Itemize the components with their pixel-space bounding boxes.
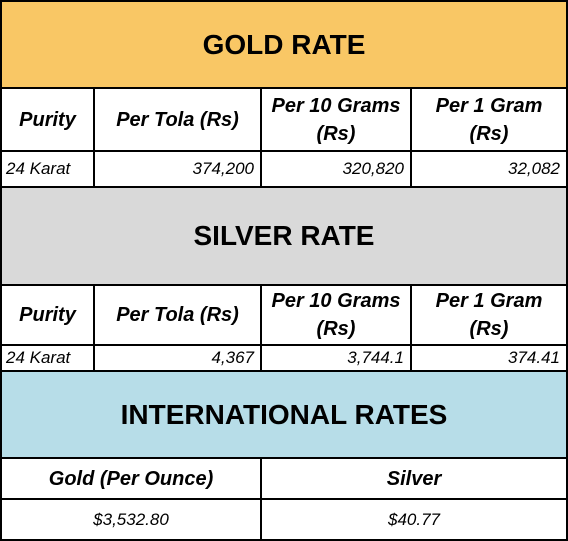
international-title: INTERNATIONAL RATES <box>0 370 568 459</box>
silver-title: SILVER RATE <box>0 186 568 286</box>
header-cell: Per Tola (Rs) <box>93 284 262 346</box>
data-cell: $3,532.80 <box>0 498 262 541</box>
gold-title: GOLD RATE <box>0 0 568 89</box>
data-cell: 374.41 <box>410 344 568 372</box>
header-cell: Per 1 Gram (Rs) <box>410 284 568 346</box>
data-cell: 24 Karat <box>0 150 95 188</box>
data-cell: 4,367 <box>93 344 262 372</box>
header-cell: Per Tola (Rs) <box>93 87 262 152</box>
data-cell: 3,744.1 <box>260 344 412 372</box>
header-cell: Per 10 Grams (Rs) <box>260 87 412 152</box>
data-cell: $40.77 <box>260 498 568 541</box>
data-cell: 24 Karat <box>0 344 95 372</box>
data-cell: 32,082 <box>410 150 568 188</box>
header-cell: Per 10 Grams (Rs) <box>260 284 412 346</box>
data-cell: 320,820 <box>260 150 412 188</box>
header-cell: Per 1 Gram (Rs) <box>410 87 568 152</box>
header-cell: Silver <box>260 457 568 500</box>
header-cell: Purity <box>0 87 95 152</box>
data-cell: 374,200 <box>93 150 262 188</box>
header-cell: Gold (Per Ounce) <box>0 457 262 500</box>
header-cell: Purity <box>0 284 95 346</box>
